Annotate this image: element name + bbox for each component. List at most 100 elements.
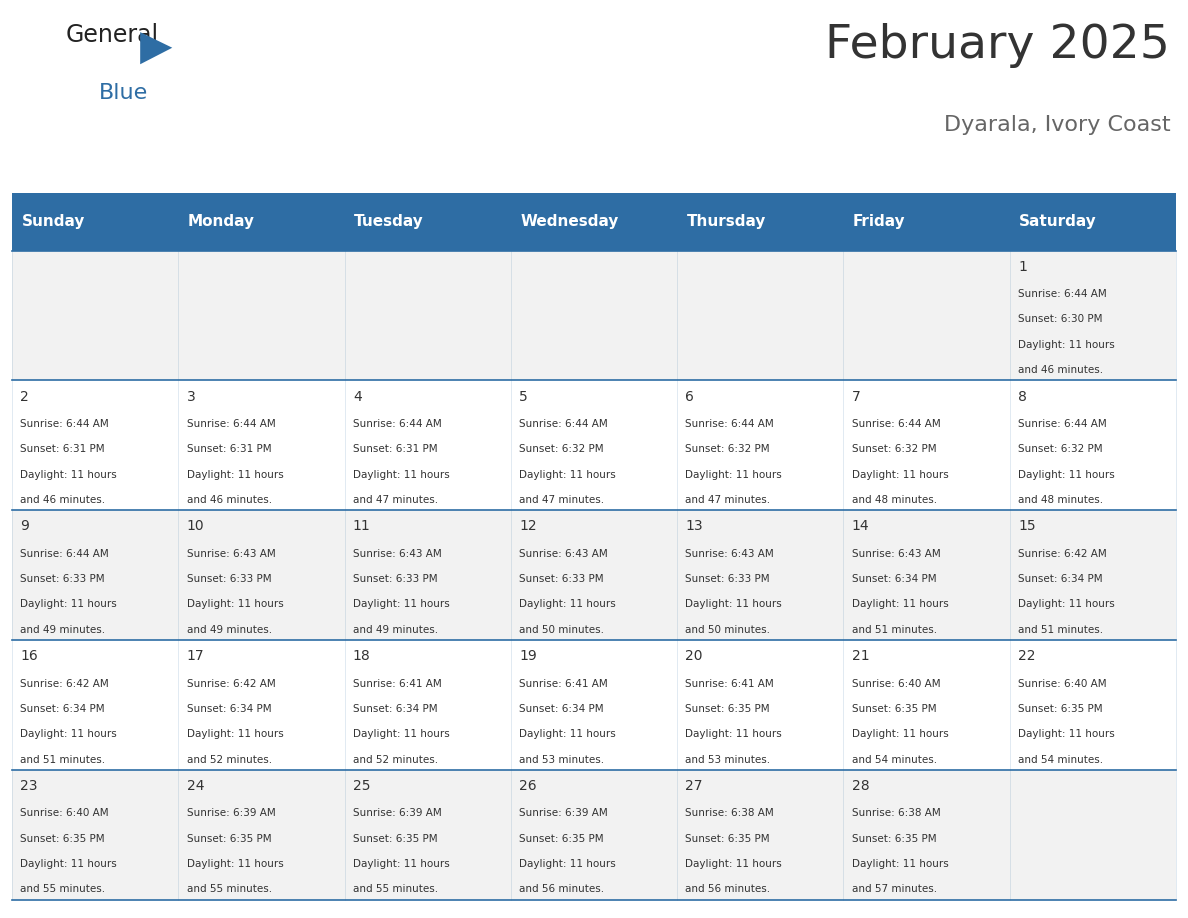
- Text: Sunrise: 6:44 AM: Sunrise: 6:44 AM: [1018, 289, 1107, 299]
- Text: 27: 27: [685, 779, 703, 793]
- Text: and 56 minutes.: and 56 minutes.: [519, 884, 605, 894]
- Bar: [178, 640, 345, 770]
- Bar: [677, 640, 843, 770]
- Bar: [12, 193, 1176, 251]
- Bar: [12, 640, 178, 770]
- Text: Daylight: 11 hours: Daylight: 11 hours: [1018, 599, 1114, 610]
- Text: Sunset: 6:34 PM: Sunset: 6:34 PM: [852, 574, 936, 584]
- Text: Sunrise: 6:40 AM: Sunrise: 6:40 AM: [1018, 678, 1107, 688]
- Text: Sunset: 6:35 PM: Sunset: 6:35 PM: [852, 704, 936, 714]
- Text: Daylight: 11 hours: Daylight: 11 hours: [519, 859, 615, 869]
- Bar: [12, 770, 178, 900]
- Text: and 57 minutes.: and 57 minutes.: [852, 884, 937, 894]
- Text: Daylight: 11 hours: Daylight: 11 hours: [685, 859, 782, 869]
- Bar: [12, 251, 178, 380]
- Text: Sunrise: 6:44 AM: Sunrise: 6:44 AM: [852, 419, 941, 429]
- Text: Daylight: 11 hours: Daylight: 11 hours: [353, 470, 449, 479]
- Bar: [843, 510, 1010, 640]
- Text: 12: 12: [519, 520, 537, 533]
- Bar: [345, 380, 511, 510]
- Bar: [345, 770, 511, 900]
- Text: Sunrise: 6:42 AM: Sunrise: 6:42 AM: [187, 678, 276, 688]
- Text: Daylight: 11 hours: Daylight: 11 hours: [852, 470, 948, 479]
- Bar: [677, 510, 843, 640]
- Text: Sunrise: 6:44 AM: Sunrise: 6:44 AM: [187, 419, 276, 429]
- Text: Thursday: Thursday: [687, 214, 766, 230]
- Text: 9: 9: [20, 520, 29, 533]
- Text: and 53 minutes.: and 53 minutes.: [519, 755, 605, 765]
- Text: Friday: Friday: [853, 214, 905, 230]
- Text: Sunset: 6:35 PM: Sunset: 6:35 PM: [353, 834, 437, 844]
- Text: and 55 minutes.: and 55 minutes.: [187, 884, 272, 894]
- Text: 7: 7: [852, 389, 860, 404]
- Text: 26: 26: [519, 779, 537, 793]
- Bar: [345, 510, 511, 640]
- Text: 22: 22: [1018, 649, 1036, 663]
- Bar: [178, 251, 345, 380]
- Text: Sunset: 6:34 PM: Sunset: 6:34 PM: [1018, 574, 1102, 584]
- Text: Sunset: 6:34 PM: Sunset: 6:34 PM: [353, 704, 437, 714]
- Text: Daylight: 11 hours: Daylight: 11 hours: [1018, 340, 1114, 350]
- Text: Sunset: 6:35 PM: Sunset: 6:35 PM: [685, 704, 770, 714]
- Text: Saturday: Saturday: [1019, 214, 1097, 230]
- Text: and 52 minutes.: and 52 minutes.: [187, 755, 272, 765]
- Text: 10: 10: [187, 520, 204, 533]
- Bar: [1010, 251, 1176, 380]
- Text: 28: 28: [852, 779, 870, 793]
- Bar: [843, 380, 1010, 510]
- Bar: [677, 770, 843, 900]
- Text: and 51 minutes.: and 51 minutes.: [852, 625, 937, 634]
- Text: Sunset: 6:31 PM: Sunset: 6:31 PM: [353, 444, 437, 454]
- Text: Sunset: 6:33 PM: Sunset: 6:33 PM: [187, 574, 271, 584]
- Polygon shape: [140, 32, 172, 64]
- Bar: [1010, 510, 1176, 640]
- Text: Sunset: 6:35 PM: Sunset: 6:35 PM: [187, 834, 271, 844]
- Text: Sunrise: 6:43 AM: Sunrise: 6:43 AM: [353, 549, 442, 559]
- Bar: [511, 770, 677, 900]
- Text: Sunset: 6:33 PM: Sunset: 6:33 PM: [20, 574, 105, 584]
- Text: and 46 minutes.: and 46 minutes.: [187, 495, 272, 505]
- Bar: [511, 251, 677, 380]
- Text: 5: 5: [519, 389, 527, 404]
- Bar: [12, 380, 178, 510]
- Bar: [677, 380, 843, 510]
- Bar: [1010, 770, 1176, 900]
- Bar: [1010, 380, 1176, 510]
- Text: Sunrise: 6:44 AM: Sunrise: 6:44 AM: [20, 419, 109, 429]
- Text: Sunset: 6:34 PM: Sunset: 6:34 PM: [187, 704, 271, 714]
- Text: Sunset: 6:31 PM: Sunset: 6:31 PM: [187, 444, 271, 454]
- Text: Daylight: 11 hours: Daylight: 11 hours: [852, 599, 948, 610]
- Text: Sunday: Sunday: [21, 214, 84, 230]
- Text: Sunset: 6:32 PM: Sunset: 6:32 PM: [685, 444, 770, 454]
- Text: and 51 minutes.: and 51 minutes.: [20, 755, 106, 765]
- Text: Sunrise: 6:39 AM: Sunrise: 6:39 AM: [519, 809, 608, 818]
- Text: Daylight: 11 hours: Daylight: 11 hours: [20, 470, 116, 479]
- Text: 24: 24: [187, 779, 204, 793]
- Text: Sunrise: 6:40 AM: Sunrise: 6:40 AM: [20, 809, 109, 818]
- Text: Sunrise: 6:41 AM: Sunrise: 6:41 AM: [685, 678, 775, 688]
- Text: and 47 minutes.: and 47 minutes.: [519, 495, 605, 505]
- Text: Sunrise: 6:41 AM: Sunrise: 6:41 AM: [353, 678, 442, 688]
- Text: Sunset: 6:32 PM: Sunset: 6:32 PM: [852, 444, 936, 454]
- Bar: [178, 380, 345, 510]
- Text: Sunrise: 6:43 AM: Sunrise: 6:43 AM: [187, 549, 276, 559]
- Text: and 53 minutes.: and 53 minutes.: [685, 755, 771, 765]
- Text: Sunset: 6:35 PM: Sunset: 6:35 PM: [685, 834, 770, 844]
- Text: Sunset: 6:34 PM: Sunset: 6:34 PM: [519, 704, 604, 714]
- Text: Sunset: 6:32 PM: Sunset: 6:32 PM: [1018, 444, 1102, 454]
- Text: Wednesday: Wednesday: [520, 214, 619, 230]
- Text: 14: 14: [852, 520, 870, 533]
- Text: and 47 minutes.: and 47 minutes.: [685, 495, 771, 505]
- Bar: [843, 251, 1010, 380]
- Text: 20: 20: [685, 649, 703, 663]
- Text: 6: 6: [685, 389, 694, 404]
- Text: 16: 16: [20, 649, 38, 663]
- Text: Sunset: 6:34 PM: Sunset: 6:34 PM: [20, 704, 105, 714]
- Text: Sunset: 6:33 PM: Sunset: 6:33 PM: [353, 574, 437, 584]
- Text: 3: 3: [187, 389, 195, 404]
- Text: Daylight: 11 hours: Daylight: 11 hours: [1018, 470, 1114, 479]
- Text: and 54 minutes.: and 54 minutes.: [852, 755, 937, 765]
- Text: 15: 15: [1018, 520, 1036, 533]
- Text: Daylight: 11 hours: Daylight: 11 hours: [20, 859, 116, 869]
- Text: Daylight: 11 hours: Daylight: 11 hours: [20, 729, 116, 739]
